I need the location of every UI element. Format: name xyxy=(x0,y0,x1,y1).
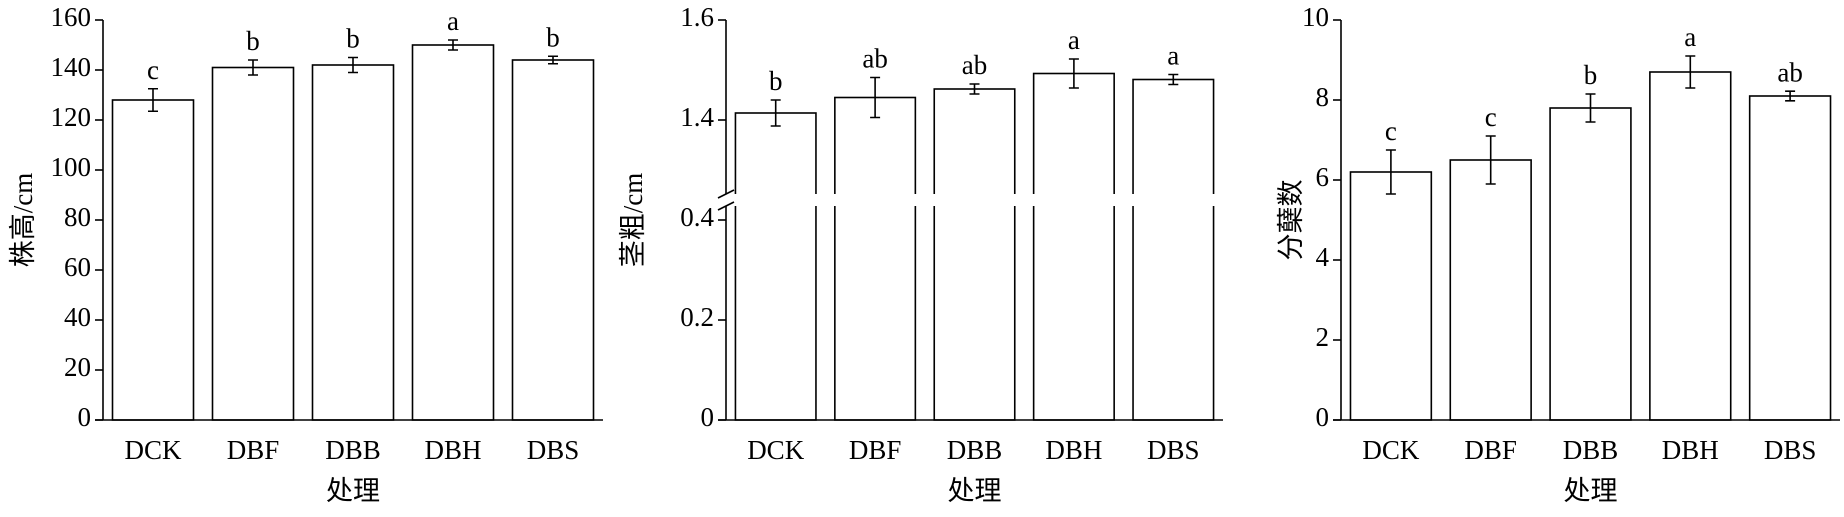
error-bar xyxy=(348,56,358,74)
x-tick-label: DCK xyxy=(747,435,805,465)
significance-letter: b xyxy=(346,24,360,54)
bar xyxy=(1748,95,1832,421)
error-bar xyxy=(448,39,458,51)
significance-letter: c xyxy=(1485,102,1497,132)
y-tick-label: 160 xyxy=(51,2,92,32)
y-tick-label: 80 xyxy=(64,202,91,232)
error-bar xyxy=(1585,93,1596,123)
y-axis-label: 分蘖数 xyxy=(1276,180,1306,261)
error-bar xyxy=(969,83,980,95)
bar xyxy=(734,112,817,421)
y-axis-label: 茎粗/cm xyxy=(618,173,648,268)
x-tick-label: DBH xyxy=(1045,435,1102,465)
x-axis-label: 处理 xyxy=(948,476,1002,506)
error-bar xyxy=(1385,149,1396,195)
y-tick-label: 4 xyxy=(1316,242,1330,272)
x-tick-label: DBF xyxy=(227,435,280,465)
significance-letter: ab xyxy=(1777,57,1802,87)
error-bar xyxy=(1485,135,1496,185)
x-axis-label: 处理 xyxy=(326,476,380,506)
x-tick-label: DBB xyxy=(325,435,381,465)
y-tick-label: 1.4 xyxy=(680,102,714,132)
bar xyxy=(411,44,495,421)
bar xyxy=(211,66,295,421)
bar xyxy=(1349,171,1433,421)
y-tick-label: 1.6 xyxy=(680,2,714,32)
x-tick-label: DBF xyxy=(849,435,902,465)
x-tick-label: DBS xyxy=(1147,435,1200,465)
x-tick-label: DBF xyxy=(1464,435,1517,465)
x-tick-label: DBB xyxy=(947,435,1003,465)
bar xyxy=(111,99,195,421)
error-bar xyxy=(770,99,781,127)
bar xyxy=(1132,78,1215,421)
y-tick-label: 2 xyxy=(1316,322,1330,352)
y-tick-label: 120 xyxy=(51,102,92,132)
x-tick-label: DCK xyxy=(1362,435,1420,465)
significance-letter: a xyxy=(1068,25,1080,55)
bar xyxy=(1649,71,1732,421)
bar xyxy=(311,64,395,421)
error-bar xyxy=(148,87,158,113)
axis-break-mark xyxy=(717,189,735,211)
y-tick-label: 0 xyxy=(78,402,92,432)
y-tick-label: 0.2 xyxy=(680,302,714,332)
y-tick-label: 60 xyxy=(64,252,91,282)
y-tick-label: 10 xyxy=(1302,2,1329,32)
bar xyxy=(511,59,595,421)
significance-letter: a xyxy=(1684,22,1696,52)
y-tick-label: 0.4 xyxy=(680,202,714,232)
significance-letter: c xyxy=(1385,116,1397,146)
bar xyxy=(933,88,1016,421)
x-tick-label: DBB xyxy=(1563,435,1619,465)
error-bar xyxy=(248,59,258,76)
y-tick-label: 20 xyxy=(64,352,91,382)
axis-break-gap xyxy=(714,194,1225,206)
error-bar xyxy=(1168,73,1179,86)
y-tick-label: 6 xyxy=(1316,162,1330,192)
error-bar xyxy=(870,76,881,119)
significance-letter: ab xyxy=(862,44,887,74)
y-tick-label: 140 xyxy=(51,52,92,82)
y-tick-label: 100 xyxy=(51,152,92,182)
significance-letter: a xyxy=(1167,41,1179,71)
x-tick-label: DBS xyxy=(527,435,580,465)
x-tick-label: DBH xyxy=(424,435,481,465)
significance-letter: ab xyxy=(962,50,987,80)
y-axis-label: 株高/cm xyxy=(8,173,38,268)
significance-letter: b xyxy=(1584,60,1598,90)
significance-letter: b xyxy=(246,26,260,56)
x-tick-label: DCK xyxy=(124,435,182,465)
y-tick-label: 0 xyxy=(701,402,715,432)
error-bar xyxy=(1068,58,1079,89)
y-tick-label: 8 xyxy=(1316,82,1330,112)
error-bar xyxy=(1785,90,1796,102)
y-tick-label: 0 xyxy=(1316,402,1330,432)
significance-letter: b xyxy=(769,66,783,96)
significance-letter: b xyxy=(546,22,560,52)
x-tick-label: DBH xyxy=(1662,435,1719,465)
error-bar xyxy=(548,55,558,65)
x-tick-label: DBS xyxy=(1764,435,1817,465)
bar xyxy=(1549,107,1632,421)
error-bar xyxy=(1685,55,1696,89)
bar xyxy=(1032,72,1115,421)
bar xyxy=(834,96,917,421)
significance-letter: a xyxy=(447,6,459,36)
y-tick-label: 40 xyxy=(64,302,91,332)
significance-letter: c xyxy=(147,55,159,85)
x-axis-label: 处理 xyxy=(1564,476,1618,506)
bar xyxy=(1449,159,1532,421)
